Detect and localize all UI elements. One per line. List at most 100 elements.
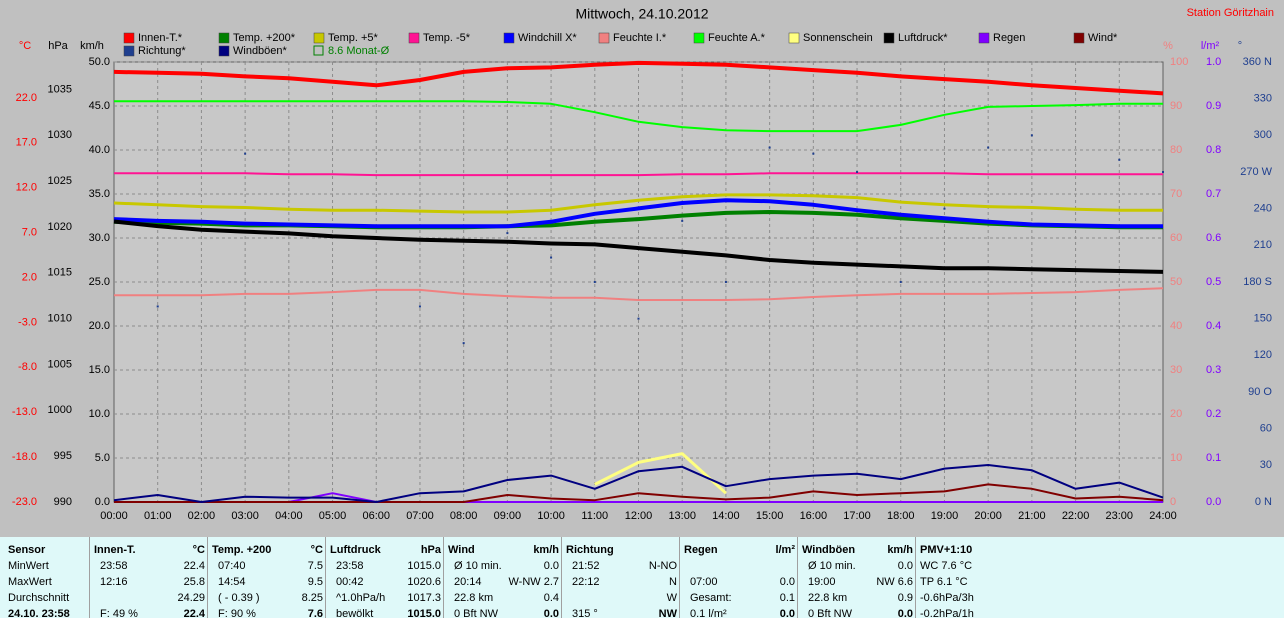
legend-label: Feuchte I.* (613, 32, 667, 44)
table-cell: N (669, 576, 677, 588)
x-tick-label: 23:00 (1106, 510, 1134, 522)
y-tick-label: 1010 (48, 313, 72, 325)
y-tick-label: 50 (1170, 276, 1182, 288)
x-tick-label: 12:00 (625, 510, 653, 522)
series-line (114, 287, 1164, 301)
table-cell: 0 Bft NW (454, 608, 499, 618)
legend-label: Sonnenschein (803, 32, 873, 44)
table-cell: -0.6hPa/3h (920, 592, 974, 604)
table-cell: 0.0 (779, 608, 795, 618)
y-tick-label: 180 S (1243, 276, 1272, 288)
table-cell: 22.4 (183, 560, 205, 572)
legend-label: 8.6 Monat-Ø (328, 45, 390, 57)
table-cell: °C (192, 544, 205, 556)
y-tick-label: 1025 (48, 175, 72, 187)
y-tick-label: 7.0 (22, 227, 37, 239)
table-cell: 22:12 (572, 576, 600, 588)
table-cell: hPa (420, 544, 441, 556)
table-cell: km/h (533, 544, 559, 556)
x-tick-label: 16:00 (800, 510, 828, 522)
x-tick-label: 19:00 (931, 510, 959, 522)
table-cell: MinWert (8, 560, 49, 572)
table-cell: 1020.6 (407, 576, 441, 588)
y-tick-label: 10 (1170, 452, 1182, 464)
table-cell: MaxWert (8, 576, 52, 588)
table-cell: 315 ° (572, 608, 598, 618)
legend-swatch (123, 32, 135, 44)
table-cell: ( - 0.39 ) (218, 592, 260, 604)
series-dot (462, 342, 465, 345)
y-tick-label: 2.0 (22, 271, 37, 283)
legend-swatch (598, 32, 610, 44)
legend-swatch (883, 32, 895, 44)
legend-swatch (693, 32, 705, 44)
legend-label: Innen-T.* (138, 32, 183, 44)
series-dot (506, 232, 509, 235)
y-tick-label: 1005 (48, 358, 72, 370)
chart: Mittwoch, 24.10.2012 Station Göritzhain … (12, 6, 1274, 522)
table-cell: Gesamt: (690, 592, 732, 604)
y-tick-label: 1020 (48, 221, 72, 233)
x-tick-label: 13:00 (668, 510, 696, 522)
series-dot (856, 171, 859, 173)
x-tick-label: 02:00 (188, 510, 216, 522)
y-tick-label: 0.1 (1206, 452, 1221, 464)
station: Station Göritzhain (1187, 7, 1274, 19)
y-tick-label: -13.0 (12, 406, 37, 418)
legend-swatch (408, 32, 420, 44)
x-tick-label: 22:00 (1062, 510, 1090, 522)
x-tick-label: 17:00 (843, 510, 871, 522)
series-dot (987, 146, 990, 149)
series-line (113, 464, 1164, 503)
series-line (113, 193, 1163, 214)
table-cell: 07:00 (690, 576, 718, 588)
axis-unit: hPa (48, 40, 68, 52)
table-cell: 0.1 l/m² (690, 608, 727, 618)
y-tick-label: 30 (1170, 364, 1182, 376)
y-tick-label: 270 W (1240, 166, 1272, 178)
table-cell: l/m² (775, 544, 795, 556)
y-tick-label: 40.0 (89, 144, 110, 156)
table-cell: N-NO (648, 560, 677, 572)
x-tick-label: 03:00 (231, 510, 259, 522)
series-line (113, 219, 1164, 274)
legend-swatch (218, 32, 230, 44)
series-line (113, 60, 1164, 96)
table-cell: °C (310, 544, 323, 556)
x-tick-label: 06:00 (362, 510, 390, 522)
x-tick-label: 10:00 (537, 510, 565, 522)
x-tick-label: 00:00 (100, 510, 128, 522)
y-tick-label: 120 (1254, 349, 1272, 361)
table-cell: TP 6.1 °C (920, 576, 968, 588)
axis-unit: °C (19, 40, 31, 52)
table-cell: Temp. +200 (212, 544, 272, 556)
y-tick-label: 30.0 (89, 232, 110, 244)
table-cell: 0.9 (897, 592, 913, 604)
table-cell: bewölkt (336, 608, 374, 618)
table-cell: 23:58 (100, 560, 128, 572)
table-cell: 0.0 (897, 560, 913, 572)
legend-swatch (503, 32, 515, 44)
table-cell: 0.0 (543, 560, 559, 572)
y-tick-label: 0.0 (95, 496, 110, 508)
series-dot (768, 146, 771, 149)
table-cell: 14:54 (218, 576, 246, 588)
y-tick-label: 0.4 (1206, 320, 1221, 332)
table-cell: 24.29 (177, 592, 205, 604)
y-tick-label: 360 N (1243, 56, 1272, 68)
series-dot (1030, 134, 1033, 137)
table-cell: 24.10. 23:58 (8, 608, 70, 618)
series-dot (681, 219, 684, 222)
table-cell: 0.0 (543, 608, 559, 618)
y-tick-label: 0 N (1255, 496, 1272, 508)
series-dot (1118, 158, 1121, 161)
table-cell: Ø 10 min. (454, 560, 502, 572)
y-tick-label: -8.0 (18, 361, 37, 373)
table-cell: Regen (684, 544, 718, 556)
table-cell: Sensor (8, 544, 46, 556)
y-tick-label: 5.0 (95, 452, 110, 464)
series-dot (724, 281, 727, 283)
y-tick-label: 0.5 (1206, 276, 1221, 288)
legend-swatch (788, 32, 800, 44)
